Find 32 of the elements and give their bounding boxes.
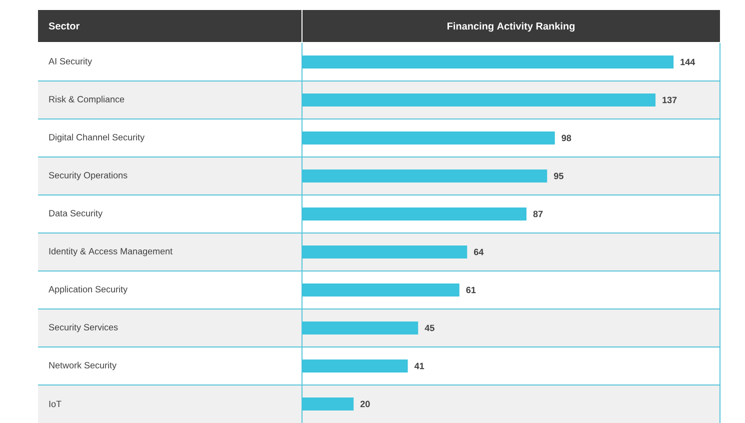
data-label: 61 [466, 286, 476, 294]
data-label: 87 [533, 210, 543, 218]
y-tick-label: Network Security [49, 362, 117, 370]
chart-title: Financing Activity Ranking [448, 22, 574, 32]
y-tick-label: Digital Channel Security [49, 134, 145, 142]
y-tick-label: Risk & Compliance [49, 96, 124, 104]
data-label: 144 [680, 58, 696, 66]
y-axis-title: Sector [48, 22, 80, 30]
y-tick-label: Security Services [48, 324, 118, 332]
data-label: 95 [554, 172, 564, 180]
y-tick-label: Security Operations [48, 172, 128, 180]
bar [302, 397, 354, 410]
data-label: 137 [662, 96, 677, 104]
bar [302, 93, 656, 106]
data-label: 41 [414, 362, 424, 370]
bar [302, 245, 468, 258]
bar [302, 283, 460, 296]
data-label: 45 [424, 324, 434, 332]
data-label: 98 [562, 134, 572, 142]
bar [302, 207, 526, 220]
bar [302, 359, 408, 372]
y-tick-label: Application Security [48, 286, 128, 294]
y-tick-label: AI Security [48, 58, 92, 66]
y-tick-label: Identity & Access Management [49, 248, 173, 256]
y-tick-label: IoT [49, 400, 62, 408]
data-label: 64 [474, 248, 484, 256]
bar [302, 321, 418, 334]
data-label: 20 [360, 400, 370, 408]
bar [302, 131, 555, 144]
bar [302, 169, 548, 182]
bar [302, 55, 674, 68]
y-tick-label: Data Security [49, 210, 103, 218]
